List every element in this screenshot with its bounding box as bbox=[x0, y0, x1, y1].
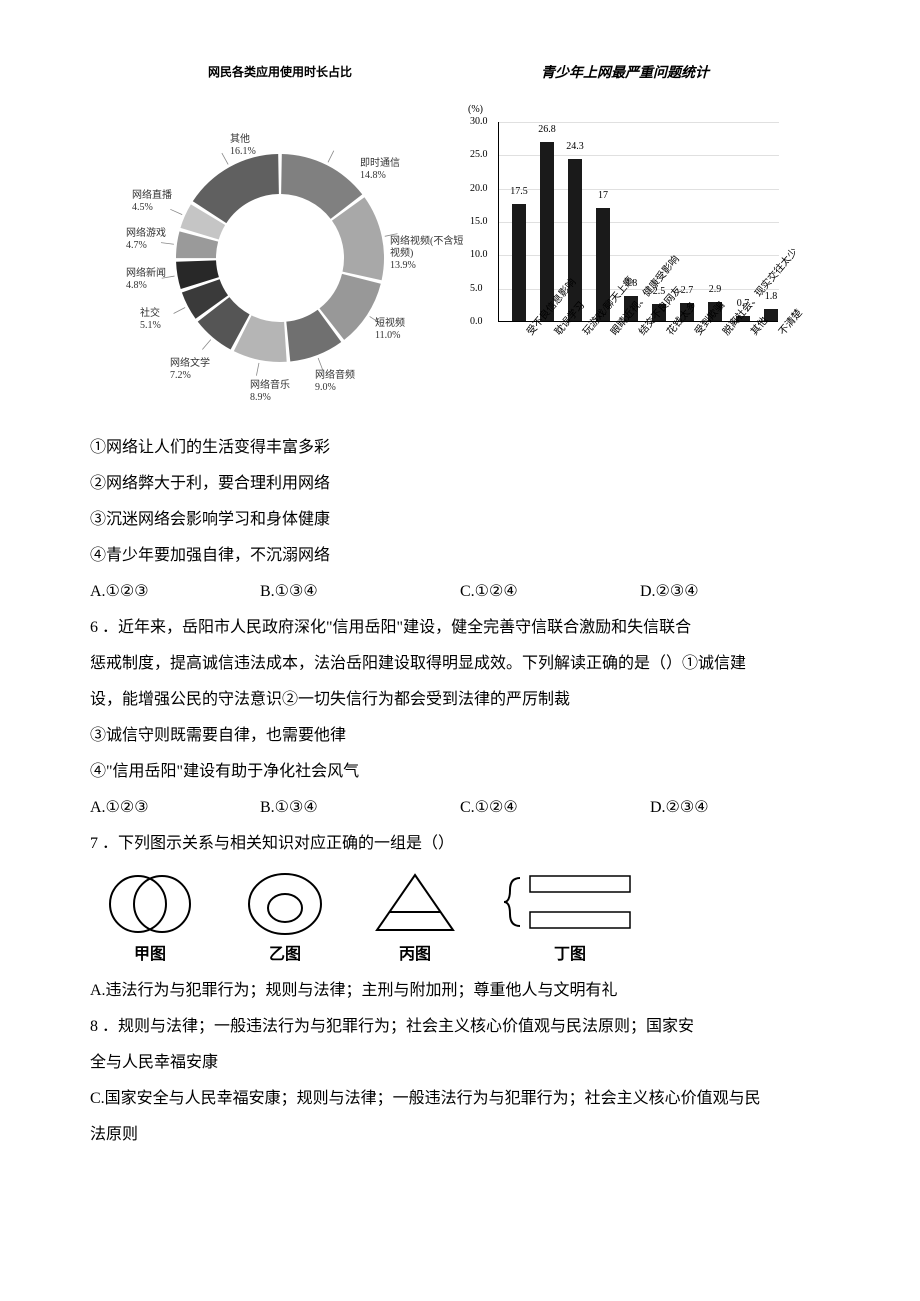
q5-stmt-1: ①网络让人们的生活变得丰富多彩 bbox=[90, 432, 830, 464]
q6-line3: 设，能增强公民的守法意识②一切失信行为都会受到法律的严厉制裁 bbox=[90, 684, 830, 716]
diagram-bing-label: 丙图 bbox=[399, 939, 431, 971]
venn-icon bbox=[100, 870, 200, 935]
y-tick: 0.0 bbox=[470, 312, 483, 332]
q6-line1: 6 ．近年来，岳阳市人民政府深化"信用岳阳"建设，健全完善守信联合激励和失信联合 bbox=[90, 612, 830, 644]
triangle-icon bbox=[370, 870, 460, 935]
y-tick: 20.0 bbox=[470, 179, 488, 199]
q5-opt-b: B.①③④ bbox=[260, 576, 460, 608]
bar-category: 不清楚 bbox=[774, 305, 809, 341]
q6-stmt-4: ④"信用岳阳"建设有助于净化社会风气 bbox=[90, 756, 830, 788]
bracket-icon bbox=[500, 870, 640, 935]
q5-opt-c: C.①②④ bbox=[460, 576, 640, 608]
q7-text: ．下列图示关系与相关知识对应正确的一组是（） bbox=[102, 835, 454, 852]
concentric-icon bbox=[240, 870, 330, 935]
q5-options: A.①②③ B.①③④ C.①②④ D.②③④ bbox=[90, 576, 830, 608]
bar-title: 青少年上网最严重问题统计 bbox=[460, 60, 790, 88]
q7-opt-c-line2: 法原则 bbox=[90, 1119, 830, 1151]
q7-line: 7 ．下列图示关系与相关知识对应正确的一组是（） bbox=[90, 828, 830, 860]
q7-opt-a: A.违法行为与犯罪行为；规则与法律；主刑与附加刑；尊重他人与文明有礼 bbox=[90, 975, 830, 1007]
q6-opt-d: D.②③④ bbox=[650, 792, 709, 824]
q6-line2: 惩戒制度，提高诚信违法成本，法治岳阳建设取得明显成效。下列解读正确的是（）①诚信… bbox=[90, 648, 830, 680]
q5-stmt-3: ③沉迷网络会影响学习和身体健康 bbox=[90, 504, 830, 536]
charts-row: 网民各类应用使用时长占比 即时通信14.8%网络视频(不含短视频)13.9%短视… bbox=[90, 60, 830, 412]
donut-chart: 网民各类应用使用时长占比 即时通信14.8%网络视频(不含短视频)13.9%短视… bbox=[120, 60, 440, 412]
q7-opt-b-line1: 8 ．规则与法律；一般违法行为与犯罪行为；社会主义核心价值观与民法原则；国家安 bbox=[90, 1011, 830, 1043]
diagram-jia-label: 甲图 bbox=[134, 939, 166, 971]
donut-slice-label: 网络音频9.0% bbox=[315, 370, 355, 394]
q7-opt-b-text: ．规则与法律；一般违法行为与犯罪行为；社会主义核心价值观与民法原则；国家安 bbox=[102, 1018, 694, 1035]
donut-slice-label: 其他16.1% bbox=[230, 134, 256, 158]
q7-opt-b-num: 8 bbox=[90, 1018, 98, 1035]
q6-text1: ．近年来，岳阳市人民政府深化"信用岳阳"建设，健全完善守信联合激励和失信联合 bbox=[102, 619, 691, 636]
q7-num: 7 bbox=[90, 835, 98, 852]
diagram-ding: 丁图 bbox=[500, 870, 640, 971]
q5-stmt-2: ②网络弊大于利，要合理利用网络 bbox=[90, 468, 830, 500]
q6-opt-b: B.①③④ bbox=[260, 792, 460, 824]
bar-canvas: (%) 0.05.010.015.020.025.030.0 17.526.82… bbox=[460, 92, 790, 412]
donut-slice-label: 即时通信14.8% bbox=[360, 158, 400, 182]
q6-num: 6 bbox=[90, 619, 98, 636]
donut-slice-label: 网络视频(不含短视频)13.9% bbox=[390, 236, 463, 272]
y-tick: 5.0 bbox=[470, 279, 483, 299]
donut-slice-label: 网络游戏4.7% bbox=[126, 228, 166, 252]
bar-chart: 青少年上网最严重问题统计 (%) 0.05.010.015.020.025.03… bbox=[460, 60, 790, 412]
q5-opt-a: A.①②③ bbox=[90, 576, 260, 608]
bar-value: 24.3 bbox=[560, 137, 590, 157]
donut-slice-label: 网络直播4.5% bbox=[132, 190, 172, 214]
bar-value: 17.5 bbox=[504, 182, 534, 202]
bar-value: 26.8 bbox=[532, 120, 562, 140]
donut-title: 网民各类应用使用时长占比 bbox=[120, 60, 440, 84]
q6-opt-c: C.①②④ bbox=[460, 792, 650, 824]
q7-opt-c-line1: C.国家安全与人民幸福安康；规则与法律；一般违法行为与犯罪行为；社会主义核心价值… bbox=[90, 1083, 830, 1115]
diagram-yi-label: 乙图 bbox=[269, 939, 301, 971]
diagram-yi: 乙图 bbox=[240, 870, 330, 971]
bar bbox=[512, 204, 526, 321]
donut-slice-label: 社交5.1% bbox=[140, 308, 161, 332]
diagram-ding-label: 丁图 bbox=[554, 939, 586, 971]
y-tick: 30.0 bbox=[470, 112, 488, 132]
q7-opt-b-line2: 全与人民幸福安康 bbox=[90, 1047, 830, 1079]
diagram-bing: 丙图 bbox=[370, 870, 460, 971]
q6-options: A.①②③ B.①③④ C.①②④ D.②③④ bbox=[90, 792, 830, 824]
donut-slice-label: 短视频11.0% bbox=[375, 318, 405, 342]
y-tick: 15.0 bbox=[470, 212, 488, 232]
donut-slice-label: 网络文学7.2% bbox=[170, 358, 210, 382]
diagrams-row: 甲图 乙图 丙图 丁图 bbox=[90, 870, 830, 971]
q5-opt-d: D.②③④ bbox=[640, 576, 699, 608]
donut-canvas: 即时通信14.8%网络视频(不含短视频)13.9%短视频11.0%网络音频9.0… bbox=[120, 88, 440, 408]
q5-stmt-4: ④青少年要加强自律，不沉溺网络 bbox=[90, 540, 830, 572]
q6-opt-a: A.①②③ bbox=[90, 792, 260, 824]
donut-slice-label: 网络新闻4.8% bbox=[126, 268, 166, 292]
diagram-jia: 甲图 bbox=[100, 870, 200, 971]
bar-value: 17 bbox=[588, 186, 618, 206]
donut-slice-label: 网络音乐8.9% bbox=[250, 380, 290, 404]
y-tick: 10.0 bbox=[470, 245, 488, 265]
y-tick: 25.0 bbox=[470, 145, 488, 165]
q6-stmt-3: ③诚信守则既需要自律，也需要他律 bbox=[90, 720, 830, 752]
